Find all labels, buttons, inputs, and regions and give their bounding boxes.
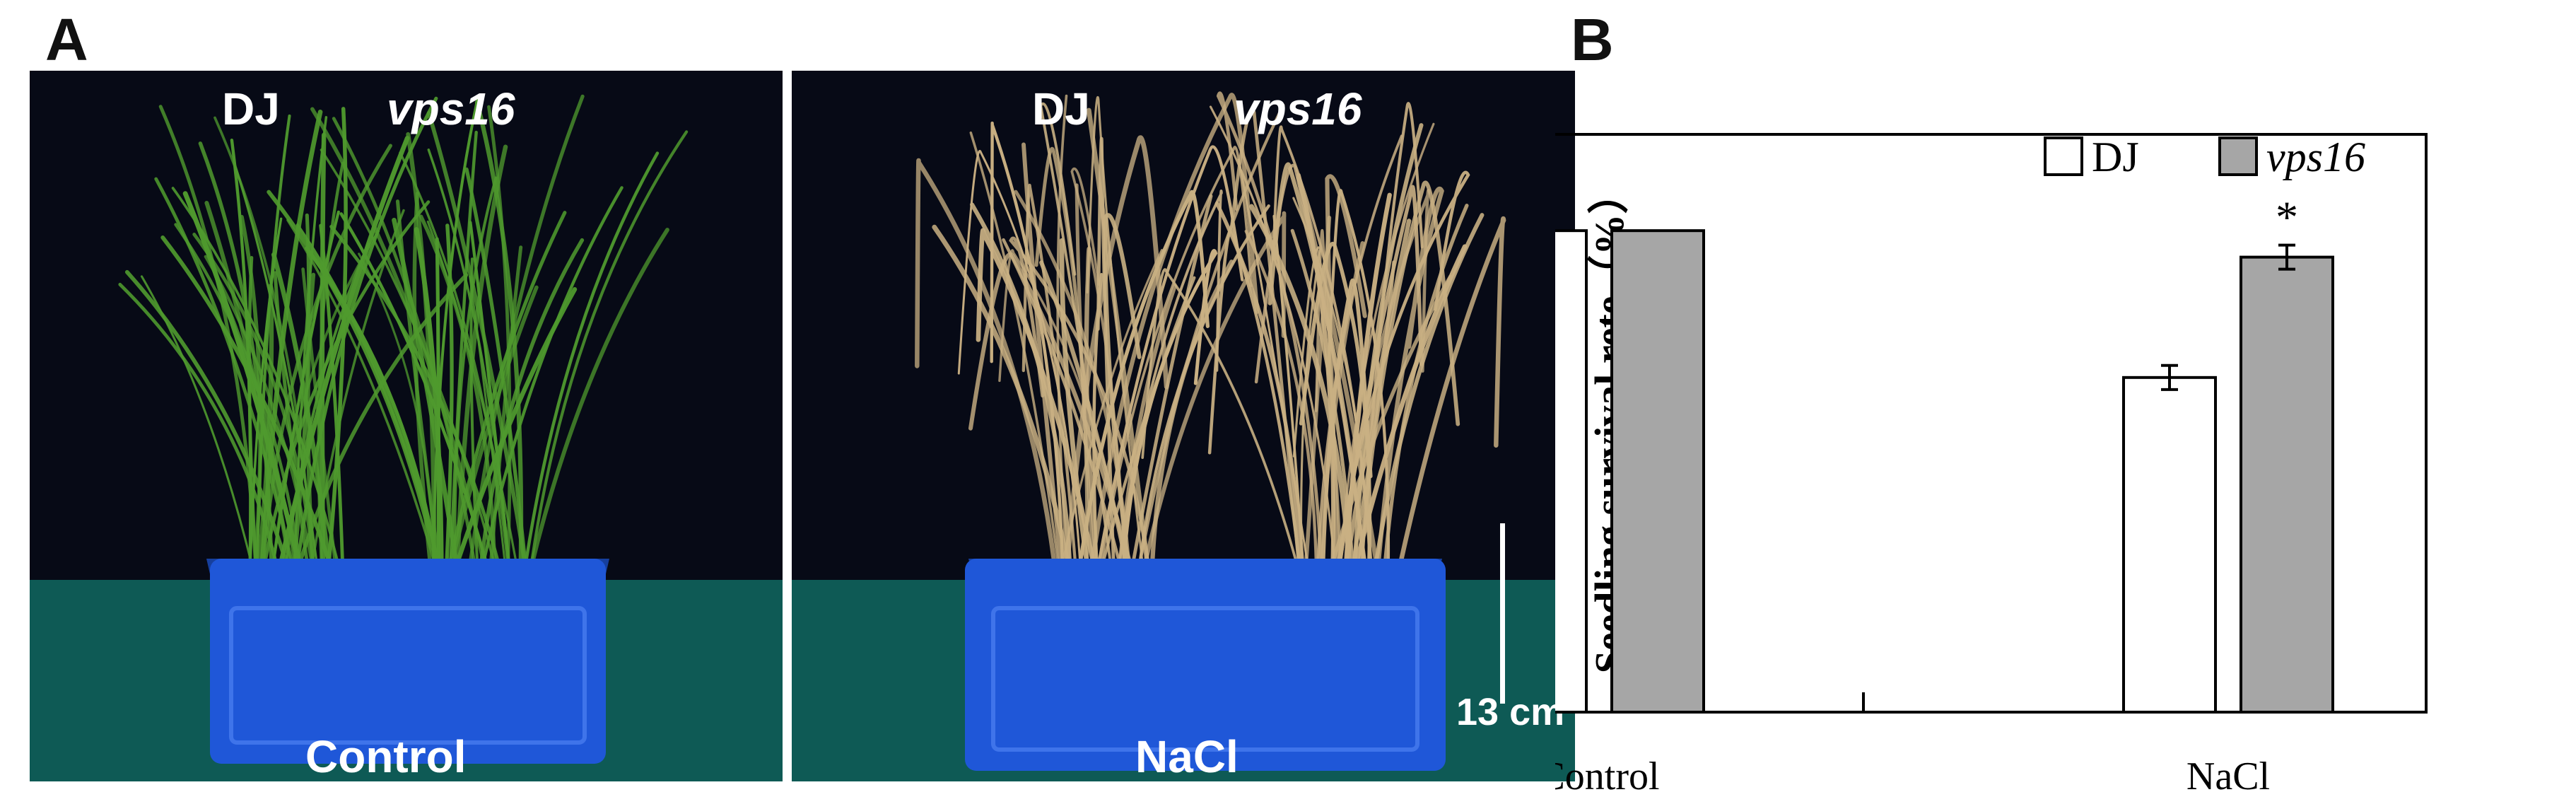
legend-swatch-DJ (2044, 136, 2083, 176)
bar-vps16-Control (1610, 229, 1705, 714)
plant-leaves (118, 94, 689, 590)
control-vps16-label: vps16 (387, 83, 515, 134)
x-tick-label: Control (1555, 755, 1660, 798)
panel-label-b: B (1571, 6, 1614, 73)
control-dj-label: DJ (222, 83, 280, 134)
control-condition-label: Control (305, 731, 467, 781)
scale-bar (1500, 523, 1505, 704)
plant-leaves (915, 91, 1506, 590)
bar-vps16-NaCl (2240, 255, 2334, 714)
legend-swatch-vps16 (2218, 136, 2258, 176)
bar-DJ-Control (1555, 229, 1588, 714)
nacl-photo: DJ vps16 NaCl 13 cm (792, 71, 1575, 781)
nacl-dj-label: DJ (1032, 83, 1090, 134)
nacl-photo-illustration (792, 71, 1575, 781)
scale-bar-label: 13 cm (1456, 691, 1565, 733)
legend-label-vps16: vps16 (2266, 134, 2365, 180)
nacl-condition-label: NaCl (1135, 731, 1239, 781)
control-photo: DJ vps16 Control (30, 71, 783, 781)
plot-frame (1555, 133, 2428, 714)
survival-rate-chart: Seedling survival rete（%） 02040608010012… (1555, 133, 2428, 798)
x-tick-label: NaCl (2186, 755, 2270, 798)
bar-DJ-NaCl (2122, 376, 2217, 714)
legend-label-DJ: DJ (2092, 134, 2139, 180)
panel-label-a: A (45, 6, 88, 73)
significance-annotation: * (2276, 192, 2298, 243)
control-photo-illustration (30, 71, 783, 781)
nacl-vps16-label: vps16 (1234, 83, 1362, 134)
